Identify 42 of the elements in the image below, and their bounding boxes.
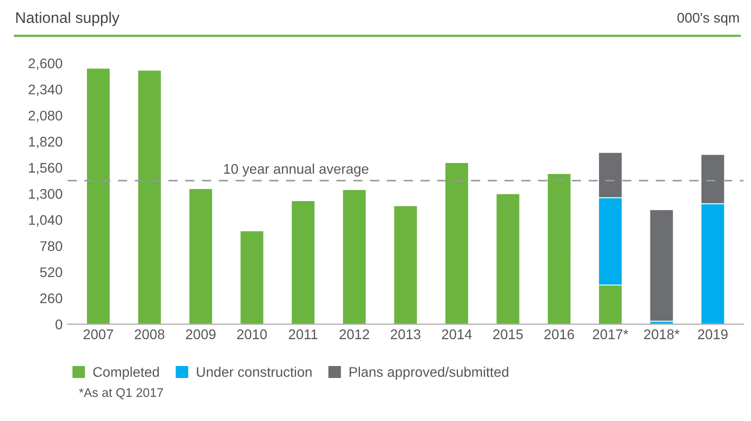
bar (137, 70, 162, 324)
y-tick-label: 2,340 (28, 84, 62, 96)
bar (649, 209, 674, 322)
y-axis-title: 000's sqm (677, 12, 739, 26)
x-tick-label: 2014 (442, 329, 472, 340)
x-tick-label: 2010 (237, 329, 267, 340)
y-tick-label: 0 (56, 320, 62, 330)
legend-label: Plans approved/submitted (350, 366, 508, 380)
x-tick-label: 2009 (186, 329, 216, 340)
x-tick-label: 2017* (592, 329, 628, 340)
y-tick-label: 260 (40, 293, 62, 304)
chart-title: National supply (16, 12, 120, 26)
x-tick-label: 2011 (288, 329, 318, 340)
bar (240, 230, 264, 324)
x-tick-label: 2012 (340, 329, 370, 340)
bar (393, 205, 418, 324)
y-tick-label: 1,040 (29, 215, 62, 227)
bar (546, 173, 572, 324)
y-tick-label: 520 (40, 267, 62, 278)
ref-line-label: 10 year annual average (224, 164, 368, 177)
x-tick-label: 2013 (390, 329, 420, 340)
bar (496, 193, 520, 324)
bar (290, 200, 316, 324)
bar (188, 188, 213, 324)
y-tick-label: 1,560 (29, 162, 62, 174)
x-tick-label: 2007 (84, 329, 114, 340)
bar (444, 162, 469, 324)
x-tick-label: 2015 (493, 329, 523, 340)
x-tick-label: 2016 (544, 329, 574, 340)
bar (342, 189, 367, 324)
y-tick-label: 2,080 (28, 110, 62, 122)
x-tick-label: 2008 (134, 329, 164, 340)
y-tick-label: 1,300 (29, 188, 62, 200)
y-tick-label: 2,600 (28, 58, 62, 70)
x-tick-label: 2019 (698, 329, 728, 340)
y-tick-label: 780 (40, 241, 62, 252)
bar (86, 68, 111, 324)
y-tick-label: 1,820 (29, 136, 62, 148)
legend-label: Under construction (196, 366, 312, 377)
x-tick-label: 2018* (644, 329, 680, 340)
legend-label: Completed (93, 366, 159, 380)
text: *As at Q1 2017 (79, 388, 164, 400)
